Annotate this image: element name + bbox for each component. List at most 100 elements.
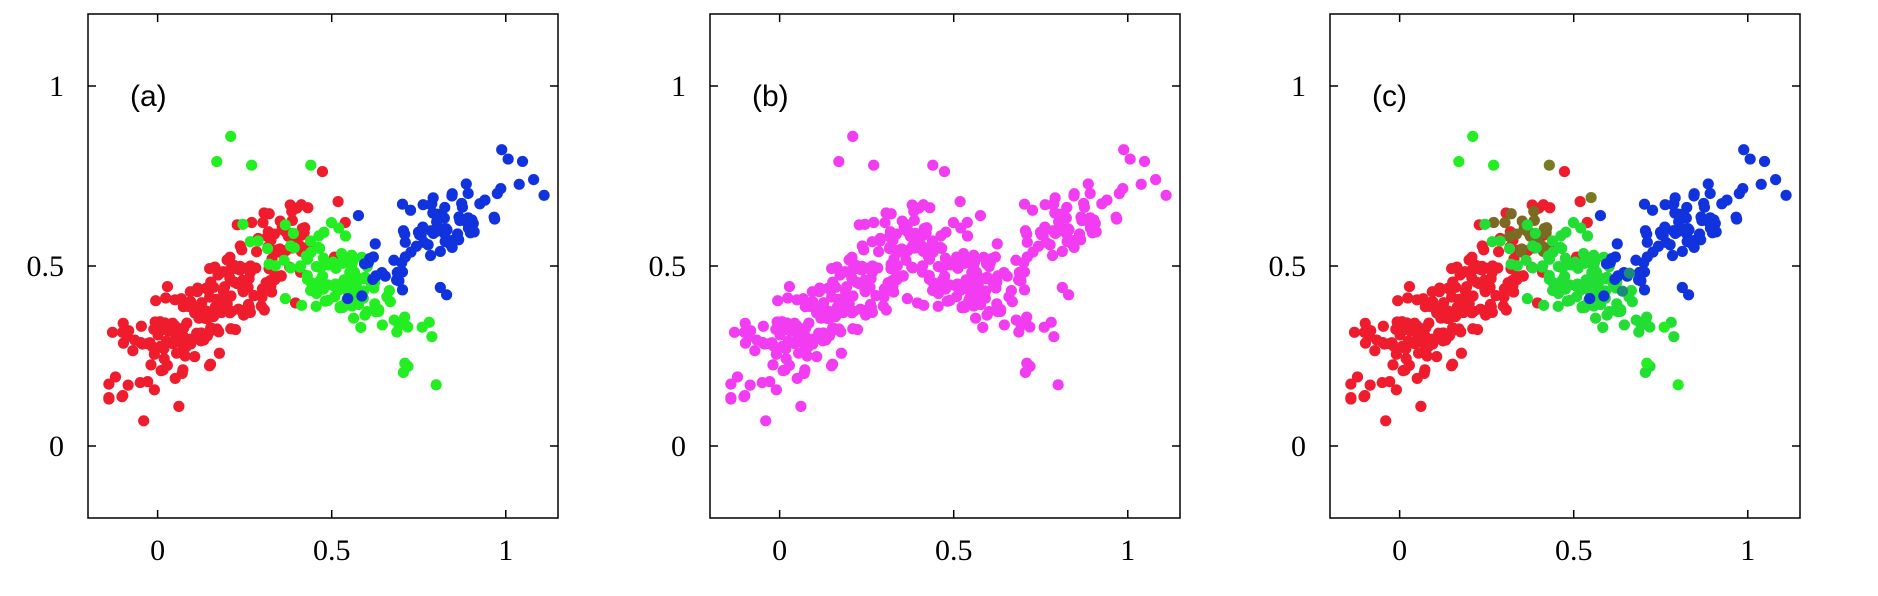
data-point — [440, 289, 453, 301]
data-point — [402, 321, 414, 333]
data-point — [1073, 228, 1086, 240]
y-tick-label: 0 — [49, 430, 64, 463]
data-point — [211, 156, 223, 168]
data-point — [991, 306, 1004, 318]
data-point — [1396, 340, 1409, 352]
data-point — [834, 269, 846, 281]
data-point — [1505, 258, 1517, 270]
data-point — [1618, 319, 1630, 331]
data-point — [731, 371, 744, 383]
data-point — [417, 199, 429, 211]
data-point — [838, 295, 850, 307]
data-point — [397, 366, 409, 379]
data-point — [1503, 242, 1516, 255]
data-point — [1446, 262, 1458, 275]
data-point — [878, 283, 891, 295]
data-point — [1021, 251, 1033, 263]
data-point — [1369, 345, 1381, 357]
data-point — [203, 360, 216, 372]
data-point — [804, 300, 816, 313]
data-point — [764, 376, 776, 388]
data-point — [177, 364, 189, 376]
data-point — [977, 321, 989, 334]
data-point — [109, 371, 122, 383]
data-point — [1673, 216, 1685, 228]
data-point — [213, 347, 226, 359]
data-point — [1124, 153, 1136, 165]
data-point — [1463, 254, 1475, 266]
data-point — [739, 390, 751, 402]
data-point — [1476, 260, 1488, 272]
data-point — [866, 306, 878, 319]
data-point — [1611, 306, 1624, 318]
data-point — [261, 242, 274, 255]
data-point — [1345, 378, 1357, 390]
data-point — [938, 165, 951, 178]
data-point — [820, 334, 832, 346]
data-point — [318, 226, 330, 238]
data-point — [396, 284, 409, 296]
data-point — [1676, 281, 1688, 294]
data-point — [122, 379, 134, 391]
data-point — [244, 266, 256, 278]
data-point — [287, 227, 300, 239]
data-point — [1770, 174, 1782, 186]
data-point — [872, 246, 885, 258]
data-point — [1669, 192, 1681, 204]
data-point — [1039, 199, 1051, 211]
data-point — [256, 283, 269, 295]
data-point — [268, 228, 281, 240]
data-point — [795, 400, 807, 412]
data-point — [813, 286, 826, 298]
data-point — [896, 243, 908, 255]
data-point — [1359, 390, 1371, 402]
data-point — [757, 320, 769, 332]
data-point — [1498, 283, 1511, 295]
data-point — [117, 390, 129, 402]
data-point — [874, 235, 886, 247]
data-point — [1455, 347, 1468, 359]
data-point — [339, 230, 352, 242]
data-point — [1529, 227, 1542, 239]
data-point — [859, 284, 871, 296]
data-point — [396, 198, 409, 210]
data-point — [782, 292, 794, 304]
data-point — [1445, 326, 1457, 338]
data-point — [257, 216, 269, 229]
data-point — [332, 195, 344, 208]
data-point — [1364, 379, 1376, 391]
data-point — [932, 287, 945, 299]
data-point — [954, 195, 966, 208]
data-point — [358, 258, 371, 270]
data-point — [225, 130, 237, 142]
data-point — [1417, 293, 1429, 305]
data-point — [1688, 188, 1700, 200]
data-point — [489, 213, 501, 225]
x-tick-label: 0.5 — [313, 534, 351, 567]
data-point — [1528, 205, 1540, 217]
x-tick-label: 0 — [772, 534, 787, 567]
data-point — [833, 156, 845, 168]
data-point — [1672, 379, 1684, 391]
data-point — [1056, 245, 1068, 258]
data-point — [1721, 194, 1733, 206]
y-tick-label: 1 — [1291, 70, 1306, 103]
data-point — [1135, 178, 1147, 190]
data-point — [1527, 262, 1539, 274]
data-point — [1633, 266, 1645, 279]
data-point — [1538, 299, 1550, 311]
data-point — [286, 205, 298, 217]
data-point — [897, 270, 909, 282]
data-point — [1507, 280, 1519, 292]
data-point — [1390, 384, 1402, 396]
data-point — [1738, 144, 1750, 156]
data-point — [1068, 241, 1080, 254]
data-point — [404, 204, 417, 216]
data-point — [310, 300, 322, 312]
data-point — [296, 299, 308, 311]
data-point — [1090, 226, 1102, 238]
data-point — [768, 341, 780, 353]
data-point — [923, 269, 935, 282]
data-point — [1560, 226, 1572, 238]
